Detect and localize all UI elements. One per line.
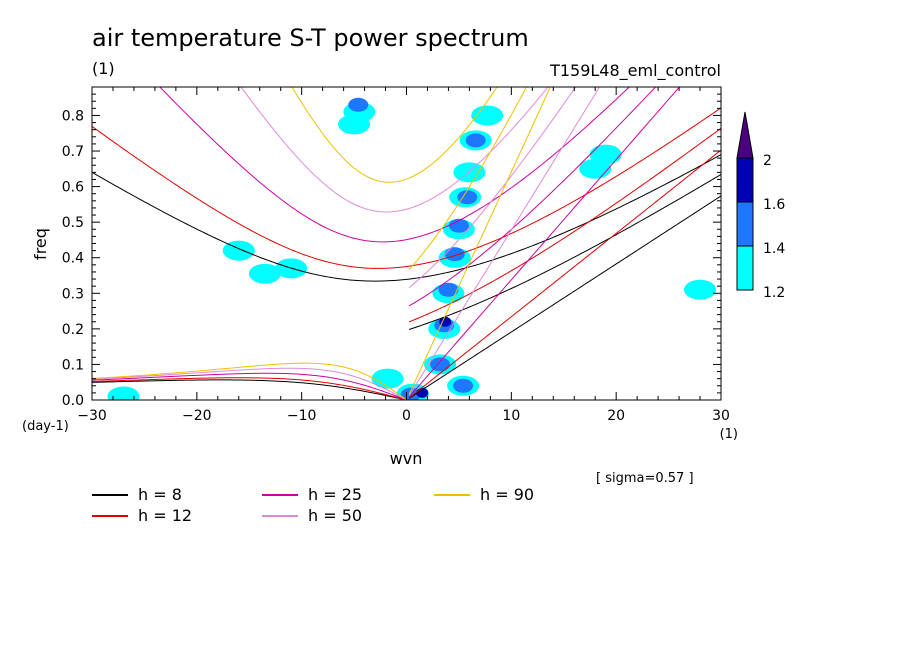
contour-blob [453, 162, 486, 183]
ig1-curve [291, 87, 498, 183]
y-tick-label: 0.2 [62, 322, 84, 338]
colorbar-label: 1.2 [763, 285, 785, 301]
kelvin-curve [408, 149, 721, 399]
curve-h-50 [92, 87, 601, 400]
mrg-curve [408, 87, 657, 307]
y-tick-label: 0.4 [62, 251, 84, 267]
rossby-curve [92, 379, 407, 400]
x-axis: −30 −20 −10 0 10 20 30 [77, 87, 730, 424]
mrg-curve [408, 174, 721, 330]
contour-blob [457, 190, 478, 205]
mrg-curve [408, 87, 528, 270]
chart-subtitle-left: (1) [92, 59, 115, 78]
x-tick-label: 20 [607, 408, 625, 424]
curve-h-8 [92, 154, 721, 400]
contour-blob [348, 97, 369, 112]
rossby-curve [92, 372, 407, 400]
ig1-curve [240, 87, 549, 213]
x-tick-label: 10 [502, 408, 520, 424]
y-axis-label: freq [31, 228, 50, 260]
rossby-curve [92, 377, 407, 400]
contour-blob [471, 105, 504, 126]
mrg-curve [408, 87, 577, 289]
x-tick-label: 30 [712, 408, 730, 424]
kelvin-curve [408, 87, 681, 398]
y-unit-label: (day-1) [22, 419, 69, 434]
y-tick-label: 0.1 [62, 357, 84, 373]
y-axis: 0.0 0.1 0.2 0.3 0.4 0.5 0.6 0.7 0.8 [62, 86, 721, 409]
x-axis-label: wvn [390, 449, 423, 468]
contour-blob [107, 386, 140, 400]
x-tick-label: −20 [182, 408, 212, 424]
colorbar-label: 1.6 [763, 197, 785, 213]
legend-label: h = 50 [308, 506, 362, 525]
y-tick-label: 0.3 [62, 286, 84, 302]
colorbar-swatch [736, 201, 754, 247]
kelvin-curve [408, 195, 721, 399]
curve-h-25 [92, 87, 681, 400]
contour-blob [448, 218, 469, 233]
contour-blob [248, 263, 281, 284]
y-tick-label: 0.6 [62, 180, 84, 196]
contour-blob [439, 316, 452, 327]
contour-blob [444, 247, 465, 262]
legend: h = 8 h = 12 h = 25 h = 50 h = 90 [92, 485, 534, 525]
legend-label: h = 90 [480, 485, 534, 504]
contour-blob [579, 158, 612, 179]
plot-frame [91, 86, 722, 401]
kelvin-curve [408, 87, 551, 395]
chart-subtitle-right: T159L48_eml_control [549, 61, 721, 81]
colorbar-swatch [736, 245, 754, 291]
x-tick-label: 0 [402, 408, 411, 424]
kelvin-curve [408, 87, 601, 397]
sigma-note: [ sigma=0.57 ] [596, 471, 694, 486]
ig1-curve [92, 154, 721, 282]
x-tick-label: −10 [287, 408, 317, 424]
contour-blob [684, 279, 717, 300]
dispersion-curves [92, 87, 721, 400]
y-tick-label: 0.7 [62, 144, 84, 160]
colorbar-label: 2 [763, 153, 772, 169]
rossby-curve [92, 367, 407, 400]
contour-blob [438, 282, 459, 297]
colorbar-swatch [736, 157, 754, 203]
legend-label: h = 25 [308, 485, 362, 504]
contour-blob [371, 368, 404, 389]
legend-label: h = 8 [138, 485, 182, 504]
curve-h-12 [92, 107, 721, 400]
x-tick-label: −30 [77, 408, 107, 424]
colorbar: 1.2 1.4 1.6 2 [736, 111, 785, 301]
y-tick-label: 0.8 [62, 108, 84, 124]
x-unit-label: (1) [720, 427, 738, 442]
ig1-curve [92, 107, 721, 269]
y-tick-label: 0.0 [62, 393, 84, 409]
contour-layer [107, 97, 717, 400]
legend-label: h = 12 [138, 506, 192, 525]
contour-blob [453, 378, 474, 393]
colorbar-arrow [736, 111, 754, 159]
ig1-curve [159, 87, 630, 243]
rossby-curve [92, 362, 407, 400]
mrg-curve [408, 127, 721, 323]
contour-blob [465, 133, 486, 148]
chart-title: air temperature S-T power spectrum [92, 24, 529, 52]
curve-h-90 [92, 87, 551, 400]
y-tick-label: 0.5 [62, 215, 84, 231]
contour-blob [338, 114, 371, 135]
colorbar-label: 1.4 [763, 241, 785, 257]
